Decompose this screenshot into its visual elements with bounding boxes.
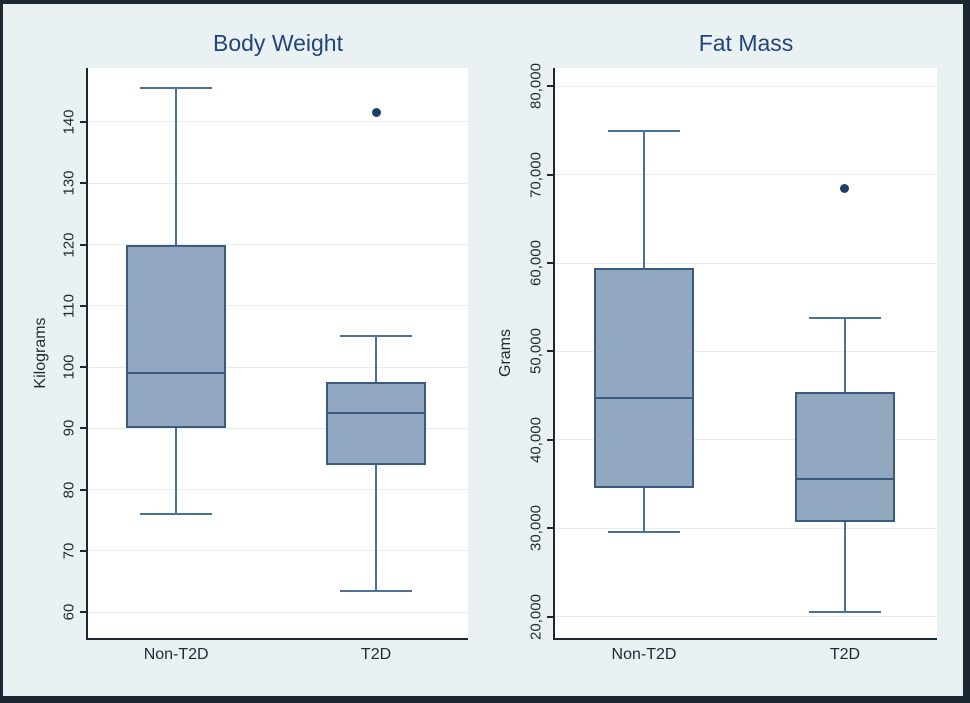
median-line-non-t2d [126, 372, 227, 375]
gridline [88, 182, 468, 184]
gridline [555, 174, 937, 176]
lower-whisker-line-non-t2d [175, 428, 178, 515]
outlier-point-t2d [371, 108, 381, 118]
lower-whisker-cap-non-t2d [140, 513, 213, 516]
y-axis-line [553, 68, 555, 640]
gridline [88, 121, 468, 123]
lower-whisker-line-t2d [375, 465, 378, 591]
x-category-label-non-t2d: Non-T2D [611, 646, 677, 663]
y-tick-mark [80, 182, 88, 185]
gridline [555, 262, 937, 264]
upper-whisker-cap-non-t2d [608, 130, 680, 133]
y-tick-label: 80,000 [527, 63, 545, 110]
y-tick-mark [80, 304, 88, 307]
chart-title-body-weight: Body Weight [213, 30, 343, 56]
median-line-t2d [794, 477, 895, 480]
y-tick-label: 60,000 [527, 240, 545, 286]
y-tick-mark [547, 527, 555, 530]
x-axis-line [86, 638, 468, 640]
y-tick-mark [547, 350, 555, 353]
y-tick-mark [80, 488, 88, 491]
upper-whisker-cap-t2d [340, 335, 413, 338]
y-tick-mark [547, 85, 555, 88]
chart-title-fat-mass: Fat Mass [698, 30, 794, 56]
y-tick-mark [547, 615, 555, 618]
x-category-label-t2d: T2D [829, 646, 861, 663]
gridline [88, 550, 468, 552]
gridline [88, 611, 468, 613]
y-tick-mark [80, 120, 88, 123]
gridline [555, 616, 937, 618]
box-non-t2d [594, 268, 694, 488]
upper-whisker-line-t2d [843, 317, 846, 393]
y-tick-label: 20,000 [527, 593, 545, 640]
y-tick-mark [80, 427, 88, 430]
body-weight-boxplot: 60 70 80 90 100 110 120 130 140 Non-T2D T2D [3, 4, 963, 696]
y-tick-mark [547, 438, 555, 441]
gridline [555, 439, 937, 441]
lower-whisker-line-t2d [843, 522, 846, 613]
y-axis-line [86, 68, 88, 640]
upper-whisker-line-non-t2d [643, 131, 645, 269]
y-tick-label: 70,000 [527, 151, 545, 198]
y-tick-mark [547, 173, 555, 176]
x-axis-line [553, 638, 937, 640]
lower-whisker-line-non-t2d [643, 487, 645, 532]
y-tick-label: 30,000 [527, 505, 545, 552]
box-t2d [794, 392, 895, 523]
outlier-point-t2d [840, 184, 850, 194]
y-tick-label: 40,000 [527, 416, 545, 463]
x-category-label-non-t2d: Non-T2D [143, 646, 209, 663]
gridline [88, 427, 468, 429]
y-tick-mark [80, 611, 88, 614]
fat-mass-boxplot: 20,000 30,000 40,000 50,000 60,000 70,000 80,0… [3, 4, 963, 696]
y-axis-title-grams: Grams [497, 329, 514, 377]
lower-whisker-cap-t2d [340, 589, 413, 592]
gridline [88, 244, 468, 246]
upper-whisker-cap-non-t2d [140, 87, 213, 90]
y-tick-mark [80, 549, 88, 552]
box-non-t2d [126, 244, 227, 429]
y-tick-mark [80, 366, 88, 369]
y-tick-label: 50,000 [527, 328, 545, 375]
gridline [555, 350, 937, 352]
median-line-non-t2d [594, 397, 694, 400]
x-category-label-t2d: T2D [360, 646, 392, 663]
upper-whisker-line-t2d [375, 336, 378, 383]
gridline [555, 85, 937, 87]
y-tick-mark [547, 262, 555, 264]
y-axis-title-kilograms: Kilograms [32, 317, 49, 389]
lower-whisker-cap-t2d [808, 611, 881, 614]
gridline [88, 489, 468, 491]
y-tick-mark [80, 243, 88, 246]
lower-whisker-cap-non-t2d [608, 530, 680, 533]
graph-canvas: 60 70 80 90 100 110 120 130 140 Non-T2D T2D 20,000… [3, 4, 963, 696]
gridline [88, 366, 468, 368]
upper-whisker-line-non-t2d [175, 88, 178, 245]
box-t2d [326, 382, 427, 466]
gridline [88, 305, 468, 307]
median-line-t2d [326, 412, 427, 415]
upper-whisker-cap-t2d [808, 316, 881, 319]
gridline [555, 527, 937, 529]
